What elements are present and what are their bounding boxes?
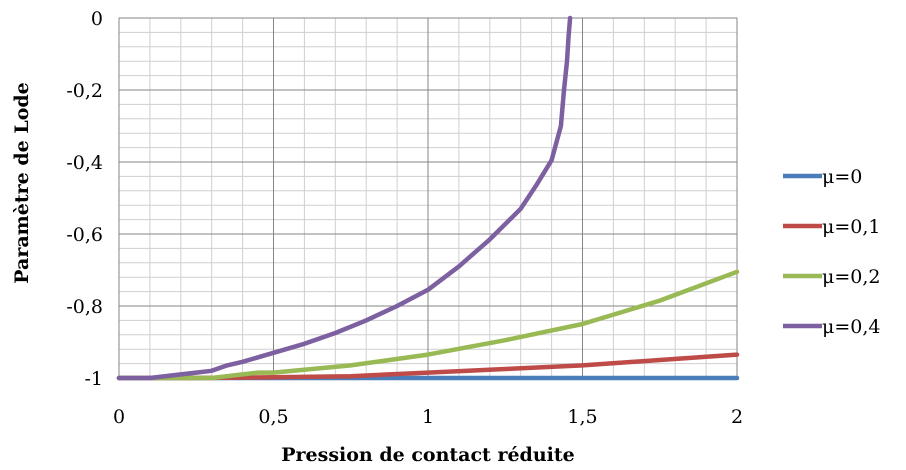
legend: μ=0 μ=0,1 μ=0,2 μ=0,4	[783, 166, 880, 338]
x-tick-label: 2	[731, 406, 743, 428]
y-tick-label: -0,2	[66, 80, 103, 102]
y-tick-label: -0,6	[66, 224, 103, 246]
legend-label-3: μ=0,4	[822, 316, 880, 338]
series-line-3	[116, 15, 573, 381]
x-tick-label: 1,5	[567, 406, 597, 428]
series-line-2	[116, 269, 740, 381]
legend-label-2: μ=0,2	[822, 266, 880, 288]
x-axis-title: Pression de contact réduite	[281, 444, 574, 466]
y-axis-tick-labels: 0 -0,2 -0,4 -0,6 -0,8 -1	[66, 8, 103, 390]
y-tick-label: -0,4	[66, 152, 103, 174]
y-tick-label: 0	[91, 8, 103, 30]
legend-label-0: μ=0	[822, 166, 862, 188]
series-layer	[116, 15, 740, 381]
x-tick-label: 1	[422, 406, 434, 428]
y-tick-label: -1	[84, 368, 103, 390]
y-tick-label: -0,8	[66, 296, 103, 318]
y-axis-title: Paramètre de Lode	[11, 82, 33, 284]
legend-label-1: μ=0,1	[822, 216, 880, 238]
x-tick-label: 0,5	[258, 406, 288, 428]
x-tick-label: 0	[113, 406, 125, 428]
x-axis-tick-labels: 0 0,5 1 1,5 2	[113, 406, 743, 428]
